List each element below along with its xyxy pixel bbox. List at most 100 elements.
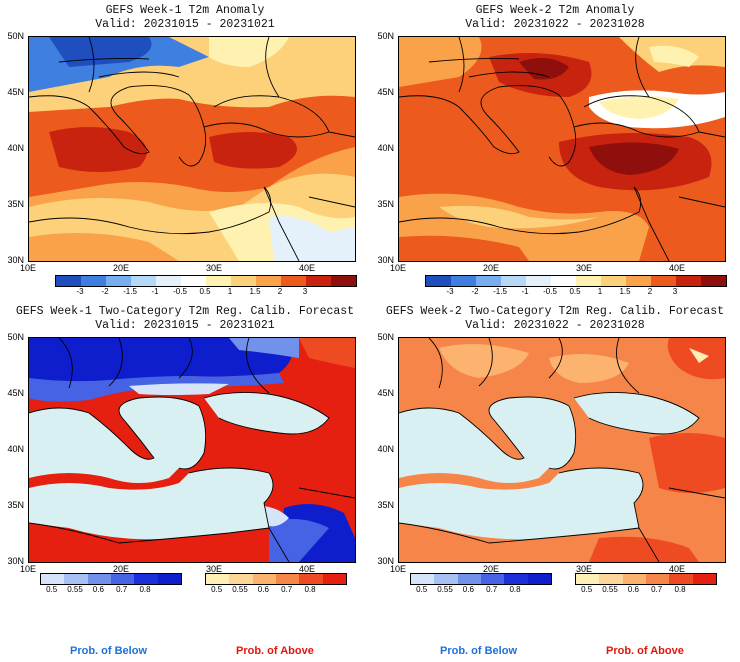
prob-above-title: Prob. of Above bbox=[236, 645, 314, 657]
colorbar-tick-label: 0.5 bbox=[416, 585, 428, 594]
lat-label: 30N bbox=[7, 255, 24, 265]
lat-label: 45N bbox=[377, 87, 394, 97]
lat-label: 35N bbox=[377, 500, 394, 510]
panel-title: GEFS Week-2 Two-Category T2m Reg. Calib.… bbox=[385, 305, 725, 318]
lon-label: 40E bbox=[298, 263, 316, 273]
lat-label: 30N bbox=[7, 556, 24, 566]
colorbar-swatch bbox=[156, 276, 181, 286]
lat-label: 50N bbox=[7, 332, 24, 342]
colorbar-tick-label: 0.5 bbox=[569, 287, 581, 296]
colorbar-swatch bbox=[41, 574, 65, 584]
lon-label: 30E bbox=[205, 263, 223, 273]
colorbar-swatch bbox=[476, 276, 501, 286]
colorbar-swatch bbox=[576, 574, 600, 584]
lon-label: 30E bbox=[575, 263, 593, 273]
above-probability-colorbar bbox=[205, 573, 347, 585]
lat-label: 40N bbox=[7, 444, 24, 454]
colorbar-swatch bbox=[669, 574, 693, 584]
anomaly-map bbox=[398, 36, 726, 262]
panel-week1-two-category: GEFS Week-1 Two-Category T2m Reg. Calib.… bbox=[0, 300, 370, 662]
colorbar-swatch bbox=[87, 574, 111, 584]
colorbar-tick-label: 0.8 bbox=[509, 585, 521, 594]
colorbar-tick-label: 0.55 bbox=[437, 585, 453, 594]
colorbar-tick-label: 1 bbox=[597, 287, 603, 296]
panel-valid-dates: Valid: 20231022 - 20231028 bbox=[465, 319, 645, 332]
colorbar-swatch bbox=[576, 276, 601, 286]
prob-above-title: Prob. of Above bbox=[606, 645, 684, 657]
colorbar-swatch bbox=[252, 574, 276, 584]
lon-label: 40E bbox=[298, 564, 316, 574]
colorbar-tick-label: 0.6 bbox=[257, 585, 269, 594]
colorbar-swatch bbox=[626, 276, 651, 286]
lat-label: 40N bbox=[7, 143, 24, 153]
colorbar-swatch bbox=[206, 574, 230, 584]
colorbar-tick-label: -1 bbox=[151, 287, 159, 296]
panel-week2-two-category: GEFS Week-2 Two-Category T2m Reg. Calib.… bbox=[370, 300, 740, 662]
colorbar-tick-label: 2 bbox=[277, 287, 283, 296]
colorbar-swatch bbox=[501, 276, 526, 286]
lon-label: 10E bbox=[389, 263, 407, 273]
colorbar-tick-label: 1.5 bbox=[249, 287, 261, 296]
colorbar-swatch bbox=[651, 276, 676, 286]
lat-label: 40N bbox=[377, 444, 394, 454]
colorbar-tick-label: -1 bbox=[521, 287, 529, 296]
colorbar-swatch bbox=[106, 276, 131, 286]
colorbar-tick-label: 0.8 bbox=[139, 585, 151, 594]
panel-title: GEFS Week-1 Two-Category T2m Reg. Calib.… bbox=[15, 305, 355, 318]
lat-label: 50N bbox=[7, 31, 24, 41]
colorbar-swatch bbox=[229, 574, 253, 584]
colorbar-swatch bbox=[551, 276, 576, 286]
lat-label: 45N bbox=[7, 87, 24, 97]
colorbar-tick-label: 0.7 bbox=[486, 585, 498, 594]
lon-label: 10E bbox=[19, 564, 37, 574]
colorbar-swatch bbox=[451, 276, 476, 286]
colorbar-swatch bbox=[306, 276, 331, 286]
colorbar-tick-label: 0.6 bbox=[462, 585, 474, 594]
lat-label: 45N bbox=[7, 388, 24, 398]
map-canvas bbox=[29, 338, 355, 562]
colorbar-swatch bbox=[131, 276, 156, 286]
colorbar-tick-label: -2 bbox=[471, 287, 479, 296]
map-canvas bbox=[399, 37, 725, 261]
lat-label: 50N bbox=[377, 31, 394, 41]
colorbar-tick-label: 2 bbox=[647, 287, 653, 296]
anomaly-map bbox=[28, 36, 356, 262]
colorbar-tick-label: 0.8 bbox=[304, 585, 316, 594]
colorbar-swatch bbox=[676, 276, 701, 286]
colorbar-swatch bbox=[134, 574, 158, 584]
colorbar-tick-label: 0.7 bbox=[281, 585, 293, 594]
colorbar-tick-label: 0.55 bbox=[602, 585, 618, 594]
colorbar-swatch bbox=[622, 574, 646, 584]
colorbar-tick-label: -0.5 bbox=[173, 287, 187, 296]
colorbar-tick-label: 0.6 bbox=[92, 585, 104, 594]
colorbar-swatch bbox=[299, 574, 323, 584]
colorbar-swatch bbox=[434, 574, 458, 584]
colorbar-tick-label: 3 bbox=[302, 287, 308, 296]
colorbar-tick-label: 0.7 bbox=[651, 585, 663, 594]
colorbar-swatch bbox=[256, 276, 281, 286]
colorbar-swatch bbox=[526, 276, 551, 286]
colorbar-swatch bbox=[64, 574, 88, 584]
panel-week1-anomaly: GEFS Week-1 T2m Anomaly Valid: 20231015 … bbox=[0, 0, 370, 300]
above-probability-colorbar bbox=[575, 573, 717, 585]
colorbar-swatch bbox=[411, 574, 435, 584]
colorbar-swatch bbox=[275, 574, 300, 584]
lon-label: 40E bbox=[668, 564, 686, 574]
colorbar-tick-label: 0.5 bbox=[211, 585, 223, 594]
map-canvas bbox=[399, 338, 725, 562]
lon-label: 10E bbox=[19, 263, 37, 273]
colorbar-swatch bbox=[231, 276, 256, 286]
map-canvas bbox=[29, 37, 355, 261]
colorbar-swatch bbox=[157, 574, 181, 584]
prob-below-title: Prob. of Below bbox=[70, 645, 147, 657]
colorbar-tick-label: 1.5 bbox=[619, 287, 631, 296]
colorbar-tick-label: -1.5 bbox=[493, 287, 507, 296]
anomaly-colorbar bbox=[425, 275, 727, 287]
colorbar-swatch bbox=[426, 276, 451, 286]
colorbar-tick-label: 0.7 bbox=[116, 585, 128, 594]
colorbar-tick-label: 0.8 bbox=[674, 585, 686, 594]
colorbar-tick-label: 0.55 bbox=[67, 585, 83, 594]
prob-below-title: Prob. of Below bbox=[440, 645, 517, 657]
colorbar-tick-label: 0.5 bbox=[581, 585, 593, 594]
panel-valid-dates: Valid: 20231022 - 20231028 bbox=[465, 18, 645, 31]
